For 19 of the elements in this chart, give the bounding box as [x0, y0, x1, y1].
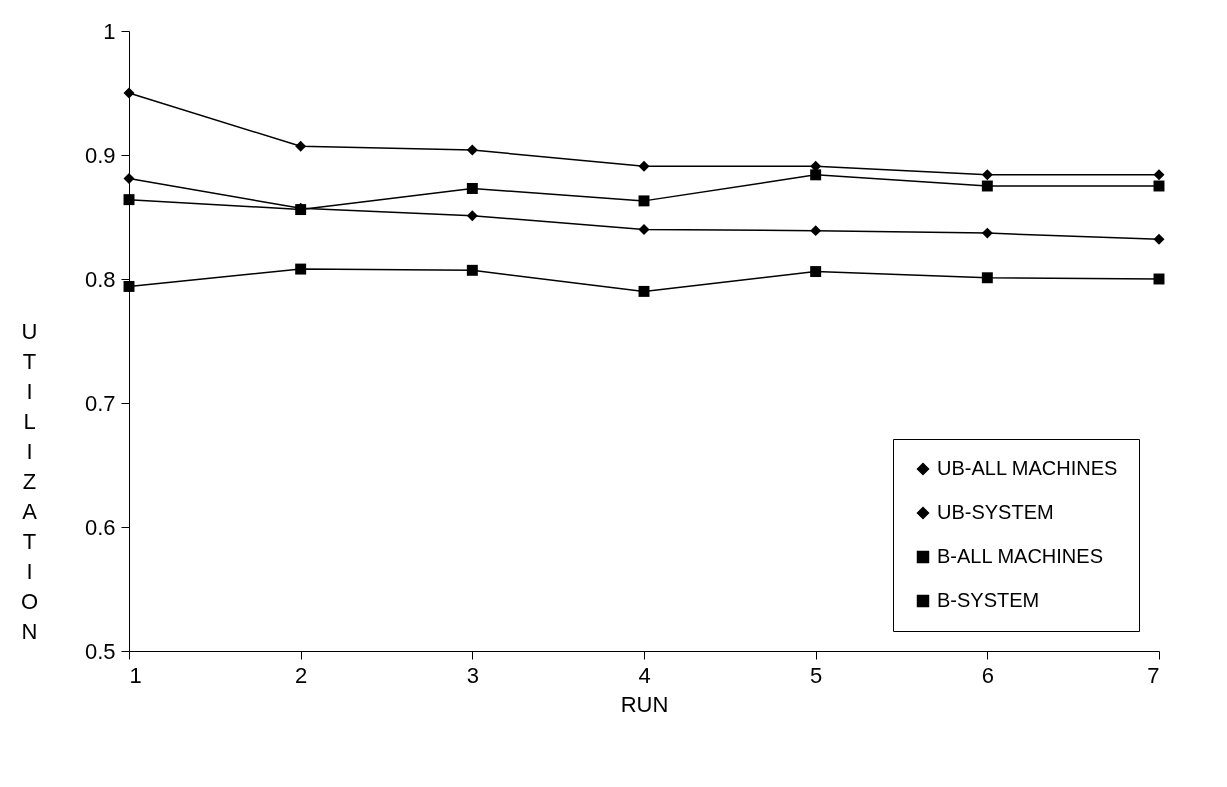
legend-label: UB-ALL MACHINES	[937, 457, 1118, 479]
text: UTILIZATION	[20, 318, 39, 644]
legend-label: B-ALL MACHINES	[937, 545, 1103, 567]
y-tick-label: 0.9	[84, 142, 116, 168]
legend-label: B-SYSTEM	[937, 589, 1040, 611]
x-tick-label: 5	[810, 662, 823, 688]
x-tick-label: 6	[981, 662, 994, 688]
x-axis-title: RUN	[620, 691, 669, 717]
x-tick-label: 7	[1147, 662, 1160, 688]
x-tick-label: 4	[638, 662, 651, 688]
legend-label: UB-SYSTEM	[937, 501, 1054, 523]
y-tick-label: 0.7	[84, 390, 116, 416]
x-tick-label: 3	[466, 662, 479, 688]
y-tick-label: 0.5	[84, 638, 116, 664]
x-tick-label: 2	[295, 662, 308, 688]
x-tick-label: 1	[129, 662, 142, 688]
y-tick-label: 0.8	[84, 266, 116, 292]
y-tick-label: 1	[103, 18, 116, 44]
y-tick-label: 0.6	[84, 514, 116, 540]
